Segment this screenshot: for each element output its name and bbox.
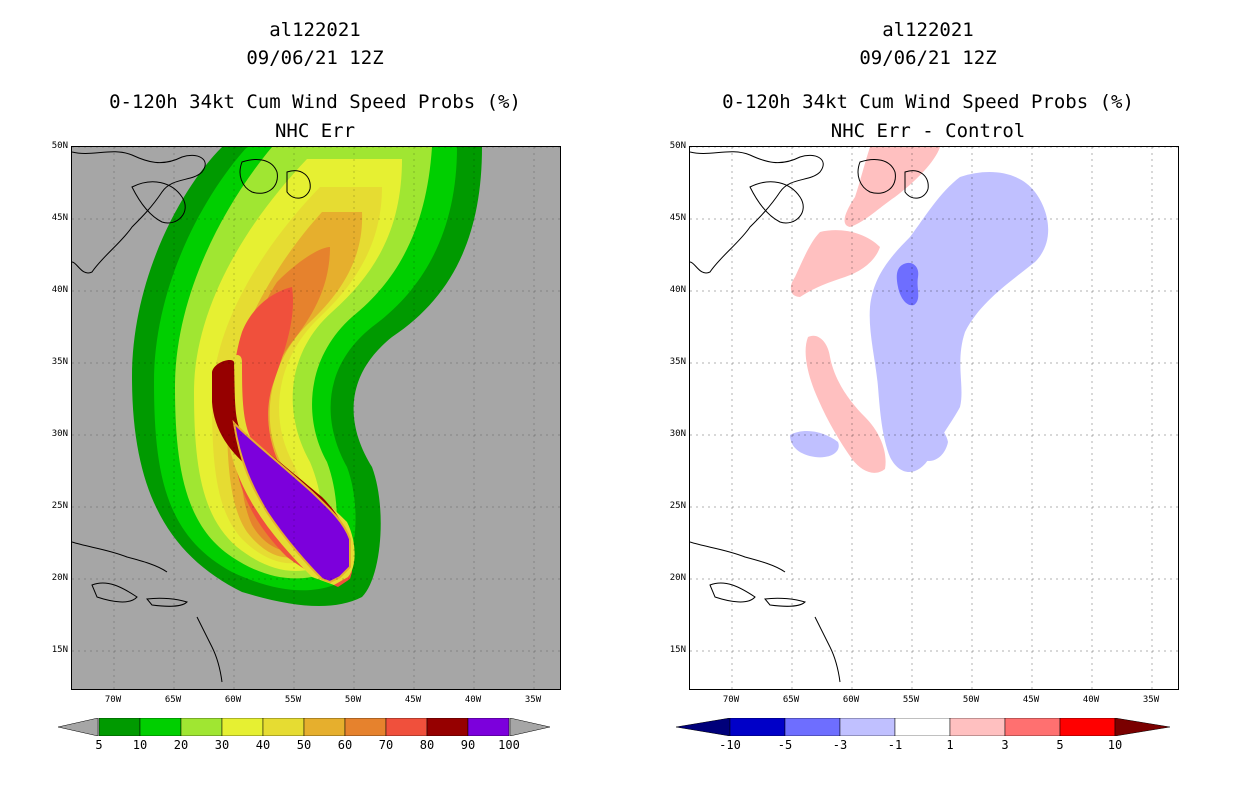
right-title-product: 0-120h 34kt Cum Wind Speed Probs (%) — [722, 91, 1134, 113]
diff-negative-southwest — [790, 431, 839, 458]
left-ytick-45n: 45N — [51, 213, 68, 223]
left-cb-low-end — [58, 718, 99, 736]
right-xtick-35w: 35W — [1142, 695, 1160, 705]
right-cb-cell-3 — [894, 718, 951, 736]
left-cb-high-end — [509, 718, 551, 736]
right-ytick-30n: 30N — [669, 429, 686, 439]
left-cb-label-80: 80 — [419, 738, 435, 752]
left-cb-cell-2 — [180, 718, 223, 736]
coastlines — [72, 151, 311, 683]
left-cb-label-5: 5 — [95, 738, 103, 752]
right-cb-cell-0 — [729, 718, 786, 736]
left-map-panel — [71, 146, 561, 690]
left-colorbar — [58, 718, 551, 736]
right-cb-label-10: 10 — [1107, 738, 1123, 752]
right-coastlines — [690, 151, 929, 683]
right-ytick-50n: 50N — [669, 141, 686, 151]
right-ytick-40n: 40N — [669, 285, 686, 295]
right-ytick-25n: 25N — [669, 501, 686, 511]
left-cb-label-90: 90 — [460, 738, 476, 752]
left-ytick-20n: 20N — [51, 573, 68, 583]
left-title-storm-id: al122021 — [269, 19, 361, 41]
left-cb-label-50: 50 — [296, 738, 312, 752]
right-xtick-65w: 65W — [782, 695, 800, 705]
left-probability-map — [72, 147, 482, 683]
left-cb-cell-4 — [262, 718, 305, 736]
left-cb-cell-6 — [344, 718, 387, 736]
left-cb-label-60: 60 — [337, 738, 353, 752]
left-cb-label-100: 100 — [498, 738, 520, 752]
right-cb-cell-1 — [784, 718, 841, 736]
right-ytick-15n: 15N — [669, 645, 686, 655]
left-xtick-40w: 40W — [464, 695, 482, 705]
right-colorbar — [676, 718, 1171, 736]
right-cb-label-m3: -3 — [832, 738, 848, 752]
left-cb-cell-0 — [98, 718, 141, 736]
right-cb-high-end — [1114, 718, 1171, 736]
right-cb-label-m5: -5 — [777, 738, 793, 752]
diff-positive-central — [790, 230, 880, 297]
right-cb-label-m1: -1 — [887, 738, 903, 752]
right-title-date: 09/06/21 12Z — [859, 47, 997, 69]
right-cb-cell-2 — [839, 718, 896, 736]
right-ytick-20n: 20N — [669, 573, 686, 583]
left-ytick-50n: 50N — [51, 141, 68, 151]
left-title-product: 0-120h 34kt Cum Wind Speed Probs (%) — [109, 91, 521, 113]
left-xtick-35w: 35W — [524, 695, 542, 705]
right-cb-label-m10: -10 — [719, 738, 741, 752]
left-xtick-45w: 45W — [404, 695, 422, 705]
left-cb-label-40: 40 — [255, 738, 271, 752]
right-xtick-50w: 50W — [962, 695, 980, 705]
left-ytick-35n: 35N — [51, 357, 68, 367]
right-ytick-45n: 45N — [669, 213, 686, 223]
diff-positive-south — [805, 335, 886, 473]
left-title-subtitle: NHC Err — [274, 120, 356, 142]
left-cb-cell-8 — [426, 718, 469, 736]
right-xtick-60w: 60W — [842, 695, 860, 705]
left-cb-label-20: 20 — [173, 738, 189, 752]
left-xtick-60w: 60W — [224, 695, 242, 705]
left-xtick-70w: 70W — [104, 695, 122, 705]
right-xtick-55w: 55W — [902, 695, 920, 705]
prob-band-100 — [232, 419, 351, 584]
right-cb-cell-6 — [1059, 718, 1116, 736]
left-cb-label-10: 10 — [132, 738, 148, 752]
left-graticule — [72, 147, 560, 689]
left-xtick-65w: 65W — [164, 695, 182, 705]
diff-negative-south — [913, 420, 948, 462]
left-xtick-55w: 55W — [284, 695, 302, 705]
right-cb-low-end — [676, 718, 731, 736]
right-cb-label-3: 3 — [1001, 738, 1009, 752]
left-cb-cell-1 — [139, 718, 182, 736]
left-cb-cell-7 — [385, 718, 428, 736]
left-cb-cell-9 — [467, 718, 510, 736]
right-cb-label-5: 5 — [1056, 738, 1064, 752]
left-ytick-30n: 30N — [51, 429, 68, 439]
left-title-date: 09/06/21 12Z — [246, 47, 384, 69]
right-title-storm-id: al122021 — [882, 19, 974, 41]
diff-negative-strong — [896, 262, 919, 306]
right-ytick-35n: 35N — [669, 357, 686, 367]
left-cb-label-70: 70 — [378, 738, 394, 752]
right-title-subtitle: NHC Err - Control — [830, 120, 1026, 142]
right-xtick-70w: 70W — [722, 695, 740, 705]
left-ytick-15n: 15N — [51, 645, 68, 655]
diff-negative-main — [869, 172, 1049, 472]
left-ytick-40n: 40N — [51, 285, 68, 295]
left-cb-cell-3 — [221, 718, 264, 736]
right-difference-map — [690, 147, 1049, 683]
right-map-panel — [689, 146, 1179, 690]
right-graticule — [690, 147, 1178, 689]
right-cb-cell-5 — [1004, 718, 1061, 736]
right-cb-label-1: 1 — [946, 738, 954, 752]
right-cb-cell-4 — [949, 718, 1006, 736]
left-ytick-25n: 25N — [51, 501, 68, 511]
right-xtick-40w: 40W — [1082, 695, 1100, 705]
left-cb-label-30: 30 — [214, 738, 230, 752]
left-xtick-50w: 50W — [344, 695, 362, 705]
right-xtick-45w: 45W — [1022, 695, 1040, 705]
left-cb-cell-5 — [303, 718, 346, 736]
